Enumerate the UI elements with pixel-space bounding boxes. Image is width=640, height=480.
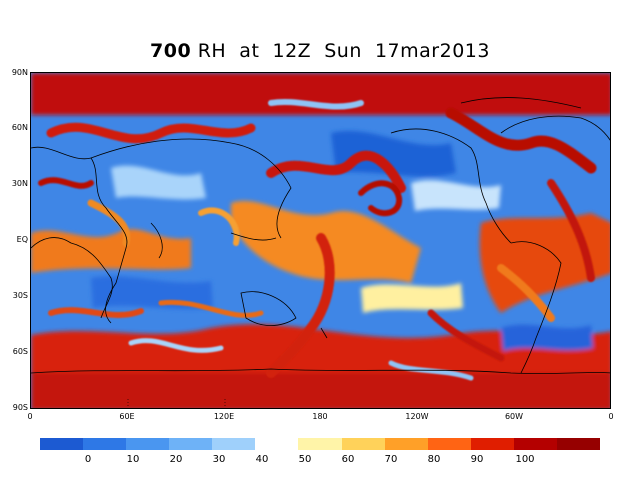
title-text: RH at 12Z Sun 17mar2013 <box>197 40 490 62</box>
colorbar-tick-30: 30 <box>212 454 226 465</box>
lon-label-60w: 60W <box>504 412 524 421</box>
lat-label-60s: 60S <box>12 347 28 356</box>
lon-label-180: 180 <box>312 412 328 421</box>
colorbar-swatch-7 <box>341 438 385 450</box>
colorbar-tick-70: 70 <box>384 454 398 465</box>
lon-label-120w: 120W <box>405 412 429 421</box>
colorbar-tick-100: 100 <box>515 454 535 465</box>
colorbar-swatch-5 <box>255 438 299 450</box>
colorbar-swatch-6 <box>298 438 342 450</box>
map-frame <box>30 72 611 409</box>
colorbar-tick-40: 40 <box>255 454 269 465</box>
lat-label-30s: 30S <box>12 291 28 300</box>
lat-label-90n: 90N <box>11 68 28 77</box>
colorbar-swatch-3 <box>169 438 213 450</box>
colorbar-tick-0: 0 <box>84 454 92 465</box>
colorbar-swatch-11 <box>513 438 557 450</box>
colorbar-tick-10: 10 <box>126 454 140 465</box>
rh-field <box>31 73 610 408</box>
colorbar-tick-90: 90 <box>470 454 484 465</box>
colorbar-swatch-2 <box>126 438 170 450</box>
colorbar-swatch-0 <box>40 438 84 450</box>
colorbar-tick-20: 20 <box>169 454 183 465</box>
lat-label-eq: EQ <box>16 235 28 244</box>
colorbar-swatch-9 <box>427 438 471 450</box>
colorbar-swatch-12 <box>556 438 601 450</box>
colorbar-tick-50: 50 <box>298 454 312 465</box>
colorbar-swatch-8 <box>384 438 428 450</box>
colorbar-tick-80: 80 <box>427 454 441 465</box>
lon-label-60e: 60E <box>119 412 135 421</box>
lat-label-90s: 90S <box>12 403 28 412</box>
lon-label-0-end: 0 <box>608 412 614 421</box>
colorbar-swatch-4 <box>212 438 256 450</box>
colorbar-swatch-10 <box>470 438 514 450</box>
lat-label-30n: 30N <box>11 179 28 188</box>
colorbar <box>40 438 601 450</box>
map-title: 700 RH at 12Z Sun 17mar2013 <box>0 40 640 62</box>
pressure-level: 700 <box>150 40 192 62</box>
lon-label-0: 0 <box>27 412 33 421</box>
colorbar-tick-60: 60 <box>341 454 355 465</box>
colorbar-swatch-1 <box>83 438 127 450</box>
lon-label-120e: 120E <box>213 412 235 421</box>
lat-label-60n: 60N <box>11 123 28 132</box>
